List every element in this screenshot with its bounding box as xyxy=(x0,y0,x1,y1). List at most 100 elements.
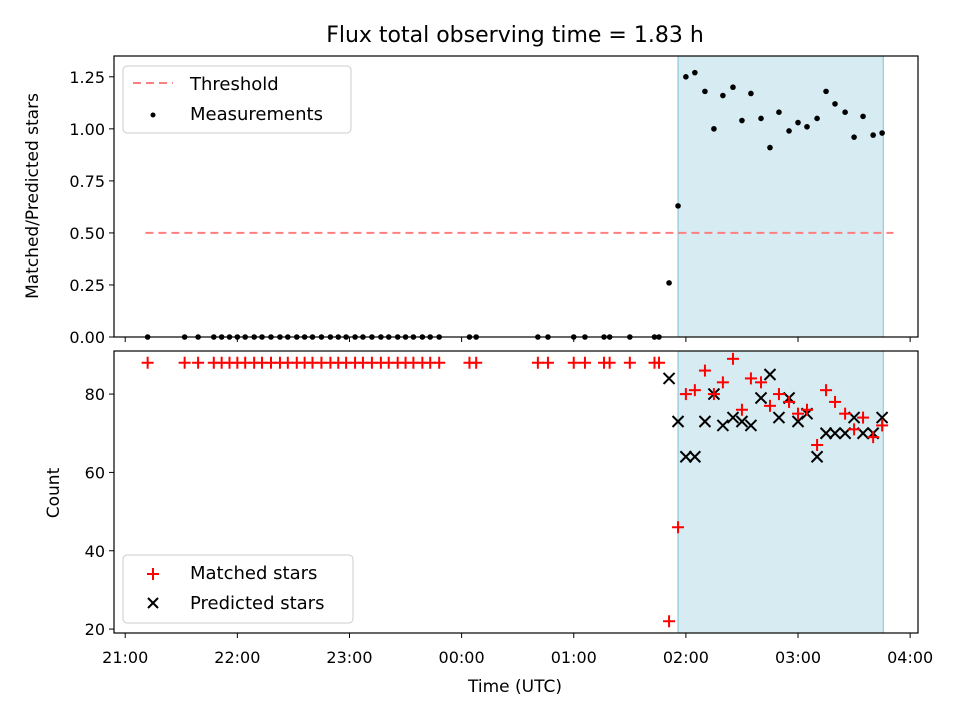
matched-star-point xyxy=(679,388,692,401)
predicted-star-point xyxy=(875,411,889,424)
top-legend-box xyxy=(122,65,352,134)
top-y-tick-label: 0.50 xyxy=(69,224,105,243)
matched-star-point xyxy=(867,431,880,444)
measurement-point xyxy=(776,109,782,115)
measurement-point xyxy=(860,113,866,120)
measurement-point xyxy=(758,115,764,122)
x-tick-label: 23:00 xyxy=(326,648,372,667)
top-y-tick-label: 0.75 xyxy=(69,172,105,191)
predicted-star-point xyxy=(828,427,842,440)
measurement-point xyxy=(804,123,810,130)
x-tick-label: 22:00 xyxy=(214,648,260,667)
matched-star-point xyxy=(876,419,889,432)
x-axis-label: Time (UTC) xyxy=(467,677,562,697)
predicted-star-point xyxy=(716,419,730,432)
matched-star-point xyxy=(726,352,739,365)
matched-star-point xyxy=(688,384,701,397)
x-tick-label: 00:00 xyxy=(439,648,485,667)
legend-matched-label: Matched stars xyxy=(190,563,317,584)
measurement-point xyxy=(842,109,848,115)
predicted-star-point xyxy=(698,415,712,428)
measurement-point xyxy=(683,74,689,80)
matched-star-point xyxy=(141,356,154,369)
measurement-point xyxy=(711,126,717,132)
x-tick-label: 04:00 xyxy=(887,648,933,667)
matched-star-point xyxy=(857,411,870,424)
top-y-tick-label: 1.00 xyxy=(69,120,105,139)
legend-matched-swatch xyxy=(147,568,159,580)
top-y-axis-label: Matched/Predicted stars xyxy=(23,93,43,299)
measurement-point xyxy=(870,132,876,138)
top-y-tick-label: 0.25 xyxy=(69,276,105,295)
measurement-point xyxy=(879,130,885,136)
predicted-star-point xyxy=(810,450,824,463)
predicted-star-point xyxy=(763,368,777,381)
matched-star-point xyxy=(811,439,824,451)
matched-star-point xyxy=(433,356,446,369)
predicted-star-point xyxy=(819,427,833,440)
matched-star-point xyxy=(707,388,720,401)
predicted-star-point xyxy=(726,411,740,424)
measurement-point xyxy=(851,134,857,140)
measurement-point xyxy=(675,203,681,209)
matched-star-point xyxy=(672,521,685,534)
matched-star-point xyxy=(652,356,665,369)
matched-star-point xyxy=(839,407,852,420)
matched-star-point xyxy=(531,356,544,369)
bottom-y-ticks: 20 40 60 80 xyxy=(85,385,114,639)
top-shaded-span xyxy=(677,55,884,338)
matched-star-point xyxy=(716,376,729,389)
matched-star-point xyxy=(792,407,805,420)
measurement-point xyxy=(786,128,792,134)
matched-star-point xyxy=(744,372,757,385)
legend-measurements-label: Measurements xyxy=(190,104,323,125)
x-tick-label: 02:00 xyxy=(663,648,709,667)
legend-predicted-swatch xyxy=(147,597,159,609)
bottom-y-tick-label: 60 xyxy=(85,463,105,482)
top-panel: 0.00 0.25 0.50 0.75 1.00 1.25 Matched/Predict… xyxy=(23,55,919,347)
matched-star-point xyxy=(800,403,813,416)
matched-star-point xyxy=(772,388,785,401)
measurement-point xyxy=(720,92,726,99)
predicted-star-point xyxy=(671,415,685,428)
matched-star-point xyxy=(755,376,768,389)
predicted-star-point xyxy=(688,450,702,463)
bottom-x-ticks: 21:00 22:00 23:00 00:00 01:00 02:00 03:00 04:00 xyxy=(102,633,933,667)
matched-star-point xyxy=(783,395,796,408)
chart-title: Flux total observing time = 1.83 h xyxy=(326,23,704,48)
matched-star-point xyxy=(848,423,861,436)
matched-star-point xyxy=(178,356,191,369)
top-x-ticks xyxy=(124,337,911,342)
legend-measurements-swatch xyxy=(150,112,156,118)
predicted-star-point xyxy=(662,372,676,385)
matched-star-point xyxy=(735,403,748,416)
measurement-point xyxy=(730,84,736,91)
matched-star-point xyxy=(820,384,833,397)
bottom-y-tick-label: 20 xyxy=(85,620,105,639)
matched-star-point xyxy=(623,356,636,369)
predicted-star-point xyxy=(772,411,786,424)
predicted-star-point xyxy=(735,415,749,428)
matched-star-point xyxy=(698,364,711,377)
legend-predicted-label: Predicted stars xyxy=(190,593,324,614)
measurement-point xyxy=(814,115,820,122)
measurement-point xyxy=(666,280,672,286)
bottom-panel: 20 40 60 80 21:00 22:00 23:00 00:00 01:00 02:00 0… xyxy=(44,350,933,697)
x-tick-label: 21:00 xyxy=(102,648,148,667)
x-tick-label: 01:00 xyxy=(551,648,597,667)
measurement-point xyxy=(739,117,745,124)
measurement-point xyxy=(748,90,754,97)
predicted-star-point xyxy=(744,419,758,432)
count-points xyxy=(141,352,889,628)
top-legend: Threshold Measurements xyxy=(122,65,352,134)
measurement-point xyxy=(692,69,698,76)
bottom-axes-frame xyxy=(113,350,919,634)
matched-star-point xyxy=(763,399,776,412)
top-y-tick-label: 0.00 xyxy=(69,328,105,347)
measurement-point xyxy=(795,119,801,126)
matched-star-point xyxy=(829,395,842,408)
predicted-star-point xyxy=(754,391,768,405)
x-tick-label: 03:00 xyxy=(775,648,821,667)
measurement-point xyxy=(832,101,838,107)
matched-star-point xyxy=(663,615,676,628)
